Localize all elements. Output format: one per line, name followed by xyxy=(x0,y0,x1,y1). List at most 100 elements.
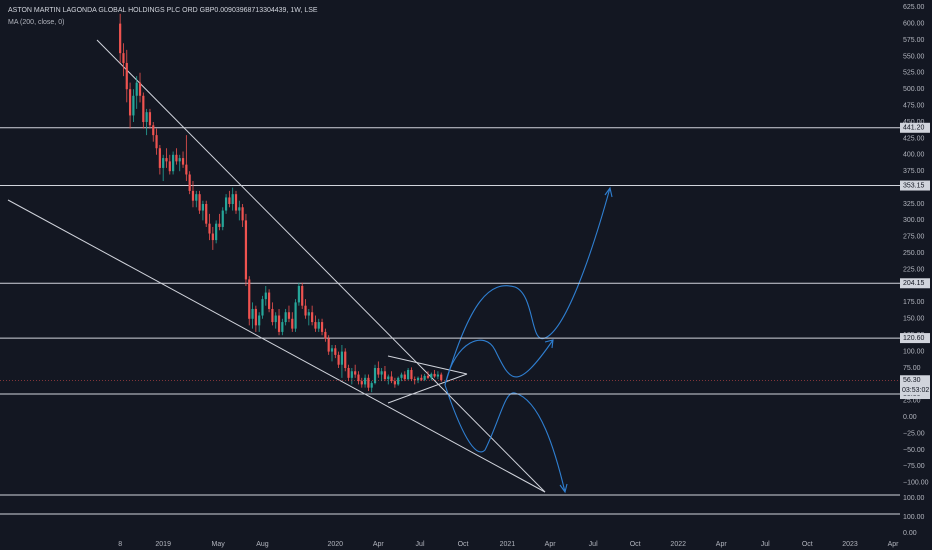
candle-body xyxy=(337,354,340,365)
x-tick-label: 2019 xyxy=(155,541,171,548)
y-tick-label: 525.00 xyxy=(903,70,925,77)
level-label: 204.15 xyxy=(903,280,925,287)
level-label: 120.60 xyxy=(903,335,925,342)
candle-body xyxy=(320,322,324,332)
candle-body xyxy=(350,371,353,378)
candle-body xyxy=(211,233,214,241)
candle-body xyxy=(261,299,264,316)
candle-body xyxy=(175,154,178,162)
candle-body xyxy=(135,82,138,96)
y-tick-label: −25.00 xyxy=(903,430,925,437)
arrow-head xyxy=(544,339,554,349)
candle-body xyxy=(426,375,430,378)
candle-body xyxy=(413,379,416,381)
y-tick-label: 550.00 xyxy=(903,53,925,60)
candle-body xyxy=(271,308,274,323)
x-tick-label: Oct xyxy=(802,541,813,548)
candle-body xyxy=(324,331,327,339)
level-label-box xyxy=(900,278,930,289)
candle-body xyxy=(314,322,317,329)
y-tick-label: 425.00 xyxy=(903,135,925,142)
candle-body xyxy=(224,197,228,211)
candle-body xyxy=(138,82,142,96)
candle-body xyxy=(231,194,234,205)
y-tick-label: −100.00 xyxy=(903,480,929,487)
candle-body xyxy=(407,369,410,380)
candle-body xyxy=(377,367,380,375)
drawings xyxy=(0,39,900,515)
candle-body xyxy=(344,351,347,368)
y-tick-label: −75.00 xyxy=(903,463,925,470)
last-price-label: 56.30 xyxy=(903,377,921,384)
candle-body xyxy=(380,371,383,375)
x-tick-label: Apr xyxy=(545,541,557,548)
chart-title: ASTON MARTIN LAGONDA GLOBAL HOLDINGS PLC… xyxy=(8,7,318,14)
candle-body xyxy=(400,374,403,378)
candle-body xyxy=(430,373,433,378)
candle-body xyxy=(291,318,294,329)
candle-body xyxy=(416,377,420,381)
candle-body xyxy=(373,367,377,384)
candle-body xyxy=(185,164,188,175)
x-tick-label: Apr xyxy=(888,541,900,548)
candle-body xyxy=(191,190,195,201)
x-tick-label: Oct xyxy=(630,541,641,548)
y-tick-label: 150.00 xyxy=(903,316,925,323)
indicator-label: MA (200, close, 0) xyxy=(8,19,64,26)
projection-curve xyxy=(444,187,611,386)
y-tick-label: 600.00 xyxy=(903,20,925,27)
level-label: 353.15 xyxy=(903,182,925,189)
candle-body xyxy=(122,53,125,63)
candle-body xyxy=(238,207,241,211)
candle-body xyxy=(390,376,393,382)
y-tick-label: 175.00 xyxy=(903,299,925,306)
y-tick-label: 300.00 xyxy=(903,217,925,224)
candle-body xyxy=(195,194,198,201)
candle-body xyxy=(218,223,221,227)
candle-body xyxy=(410,369,413,380)
candle-body xyxy=(354,371,357,375)
projection-curve xyxy=(444,384,566,493)
x-tick-label: 2021 xyxy=(500,541,516,548)
x-tick-label: May xyxy=(212,541,226,548)
x-tick-label: Oct xyxy=(458,541,469,548)
candle-body xyxy=(433,373,436,377)
candle-body xyxy=(277,315,281,332)
candle-body xyxy=(178,158,181,162)
candle-body xyxy=(119,23,122,54)
y-tick-label: 400.00 xyxy=(903,152,925,159)
candle-body xyxy=(198,194,201,211)
y-tick-label: 225.00 xyxy=(903,266,925,273)
y-tick-label: 250.00 xyxy=(903,250,925,257)
candle-body xyxy=(387,376,390,380)
y-tick-label: 500.00 xyxy=(903,86,925,93)
candle-body xyxy=(205,204,208,224)
y-tick-label: 25.00 xyxy=(903,398,921,405)
candle-body xyxy=(201,204,205,211)
pane-scale-label: 100.00 xyxy=(903,495,925,502)
trend-line xyxy=(96,39,546,493)
pane-scale-label: 100.00 xyxy=(903,514,925,521)
candle-body xyxy=(251,308,254,319)
candle-body xyxy=(241,207,244,221)
y-tick-label: 325.00 xyxy=(903,201,925,208)
candle-body xyxy=(248,279,251,319)
candle-body xyxy=(244,220,248,280)
candle-body xyxy=(436,374,440,377)
candle-body xyxy=(334,348,337,355)
candle-body xyxy=(440,374,443,381)
candle-body xyxy=(152,125,155,136)
y-tick-label: 625.00 xyxy=(903,4,925,11)
candle-body xyxy=(162,158,165,168)
triangle-line xyxy=(387,355,468,375)
candle-body xyxy=(128,89,132,116)
candle-body xyxy=(234,194,238,211)
candle-body xyxy=(360,381,363,385)
candle-body xyxy=(268,292,271,309)
candle-body xyxy=(307,312,310,316)
candle-body xyxy=(215,223,218,241)
level-label: 441.20 xyxy=(903,125,925,132)
candle-body xyxy=(258,315,261,326)
y-tick-label: 475.00 xyxy=(903,102,925,109)
countdown: 03:53:02 xyxy=(902,387,929,394)
